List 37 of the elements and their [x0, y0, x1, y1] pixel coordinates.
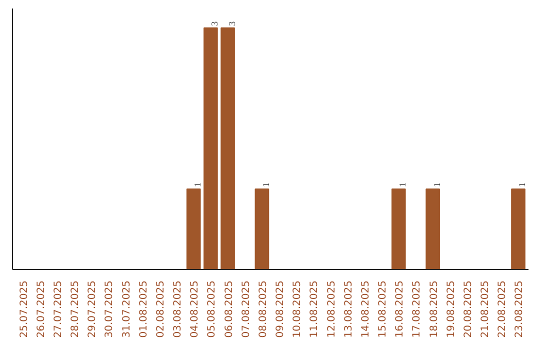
x-tick-label: 01.08.2025 [138, 280, 150, 338]
x-tick-label: 08.08.2025 [258, 280, 269, 338]
x-tick-label: 09.08.2025 [275, 280, 286, 338]
x-tick-label: 23.08.2025 [514, 280, 526, 338]
x-tick-label: 12.08.2025 [326, 280, 338, 338]
x-tick-label: 21.08.2025 [480, 280, 492, 338]
data-label: 1 [260, 182, 271, 187]
x-tick-label: 28.07.2025 [70, 280, 82, 338]
x-tick-label: 16.08.2025 [394, 280, 406, 338]
x-tick-label: 17.08.2025 [412, 280, 423, 338]
x-tick-label: 14.08.2025 [360, 280, 372, 338]
x-tick-label: 30.07.2025 [104, 280, 116, 338]
x-tick-label: 03.08.2025 [172, 280, 184, 338]
data-label: 1 [517, 182, 528, 187]
data-label: 3 [210, 20, 220, 26]
x-tick-label: 31.07.2025 [121, 280, 132, 338]
x-tick-label: 02.08.2025 [155, 280, 166, 338]
x-tick-label: 04.08.2025 [190, 280, 201, 338]
x-tick-label: 10.08.2025 [292, 280, 304, 338]
x-tick-label: 05.08.2025 [206, 280, 218, 338]
x-tick-label: 26.07.2025 [36, 280, 47, 338]
x-tick-label: 06.08.2025 [224, 280, 235, 338]
x-tick-label: 07.08.2025 [240, 280, 252, 338]
x-tick-label: 27.07.2025 [52, 280, 64, 338]
x-tick-label: 19.08.2025 [446, 280, 457, 338]
x-tick-label: 29.07.2025 [87, 280, 98, 338]
x-tick-label: 15.08.2025 [378, 280, 389, 338]
x-tick-label: 13.08.2025 [343, 280, 354, 338]
x-tick-label: 25.07.2025 [18, 280, 30, 338]
data-label: 1 [192, 182, 203, 187]
data-label: 1 [398, 182, 408, 187]
x-tick-label: 22.08.2025 [497, 280, 508, 338]
x-tick-label: 18.08.2025 [428, 280, 440, 338]
data-label: 1 [432, 182, 442, 187]
x-tick-label: 11.08.2025 [309, 280, 320, 338]
x-tick-label: 20.08.2025 [462, 280, 474, 338]
data-label: 3 [226, 20, 237, 26]
